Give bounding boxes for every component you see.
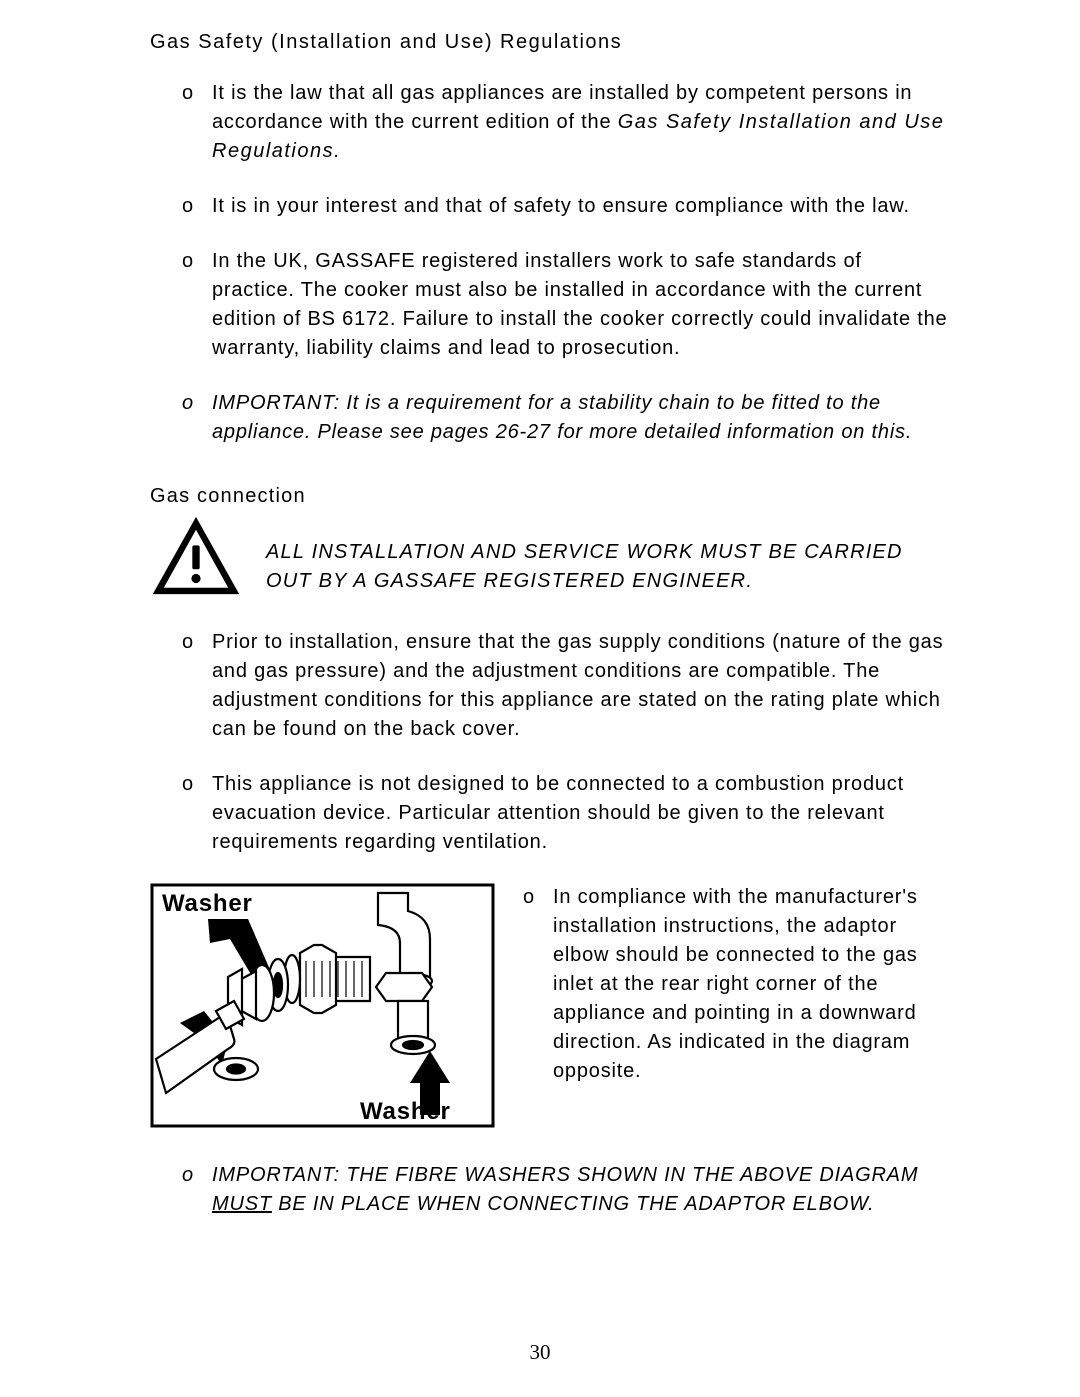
body-text-underline: MUST [212, 1193, 272, 1215]
page-number: 30 [0, 1340, 1080, 1365]
diagram-row: Washer Washer [150, 883, 950, 1133]
warning-block: ALL INSTALLATION AND SERVICE WORK MUST B… [150, 514, 950, 602]
list-important-washers: IMPORTANT: THE FIBRE WASHERS SHOWN IN TH… [150, 1161, 950, 1219]
document-page: Gas Safety (Installation and Use) Regula… [0, 0, 1080, 1397]
list-gas-connection: Prior to installation, ensure that the g… [150, 628, 950, 857]
body-text-italic: IMPORTANT: THE FIBRE WASHERS SHOWN IN TH… [212, 1164, 918, 1186]
list-item: This appliance is not designed to be con… [212, 770, 950, 857]
list-item-important: IMPORTANT: THE FIBRE WASHERS SHOWN IN TH… [212, 1161, 950, 1219]
list-item: It is in your interest and that of safet… [212, 192, 950, 221]
body-text-italic: BE IN PLACE WHEN CONNECTING THE ADAPTOR … [272, 1193, 875, 1215]
elbow-diagram: Washer Washer [150, 883, 495, 1133]
list-item-important: IMPORTANT: It is a requirement for a sta… [212, 389, 950, 447]
list-item: Prior to installation, ensure that the g… [212, 628, 950, 744]
list-item: In compliance with the manufacturer's in… [553, 883, 950, 1086]
list-item: In the UK, GASSAFE registered installers… [212, 247, 950, 363]
heading-gas-connection: Gas connection [150, 485, 950, 508]
warning-text: ALL INSTALLATION AND SERVICE WORK MUST B… [266, 514, 950, 596]
list-safety-regs: It is the law that all gas appliances ar… [150, 79, 950, 447]
list-item: It is the law that all gas appliances ar… [212, 79, 950, 166]
warning-triangle-icon [150, 514, 242, 602]
diagram-caption-column: In compliance with the manufacturer's in… [521, 883, 950, 1086]
diagram-label-top: Washer [162, 890, 253, 917]
heading-gas-safety: Gas Safety (Installation and Use) Regula… [150, 28, 950, 57]
